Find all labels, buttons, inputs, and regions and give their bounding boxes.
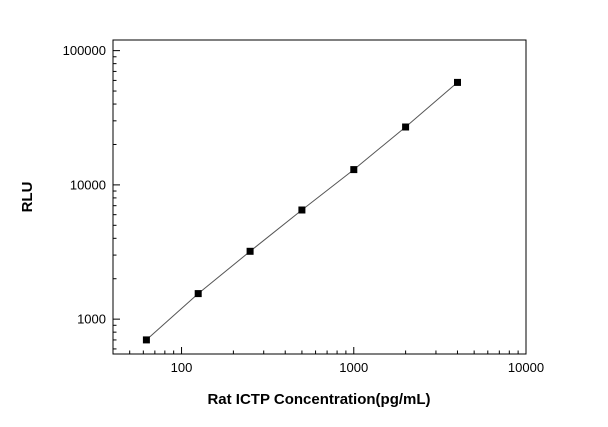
data-point-marker xyxy=(402,123,410,131)
data-point-marker xyxy=(246,247,254,255)
x-axis-title: Rat ICTP Concentration(pg/mL) xyxy=(207,391,430,408)
y-tick-label: 100000 xyxy=(63,43,106,58)
data-point-marker xyxy=(194,290,202,298)
data-point-marker xyxy=(142,336,150,344)
data-point-marker xyxy=(298,206,306,214)
y-tick-label: 1000 xyxy=(77,312,106,327)
data-point-marker xyxy=(350,166,358,174)
x-tick-label: 100 xyxy=(171,360,193,375)
x-tick-label: 10000 xyxy=(508,360,544,375)
plot-frame xyxy=(112,39,527,355)
plot-content: 100 1000 10000 1000 10000 100000 xyxy=(63,43,544,375)
data-point-marker xyxy=(454,78,461,86)
y-axis-title: RLU xyxy=(19,182,36,213)
x-tick-label: 1000 xyxy=(339,360,368,375)
y-tick-label: 10000 xyxy=(70,177,106,192)
